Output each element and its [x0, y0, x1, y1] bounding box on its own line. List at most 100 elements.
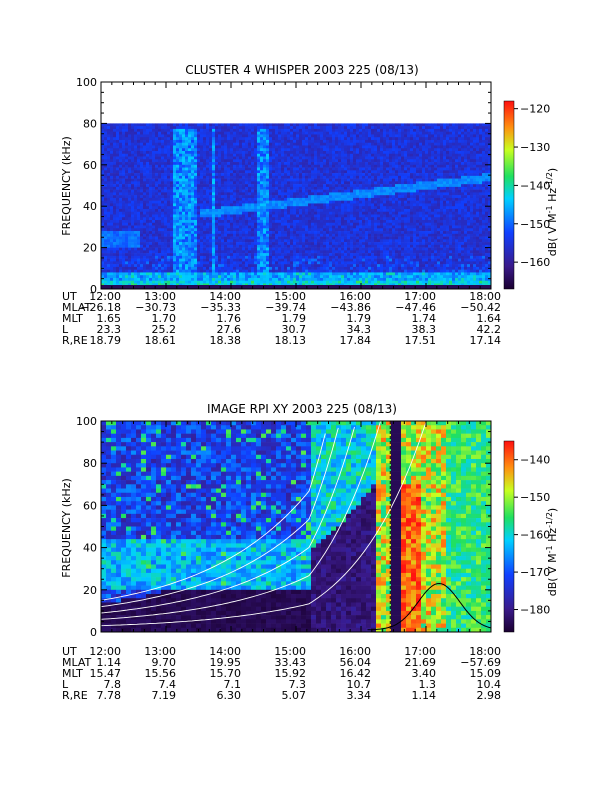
cluster-cell [215, 137, 219, 141]
cluster-cell [347, 126, 351, 130]
cluster-cell [146, 236, 150, 240]
cluster-cell [188, 139, 192, 144]
cluster-cell [212, 181, 216, 185]
cluster-cell [236, 145, 240, 149]
cluster-cell [314, 231, 318, 235]
cluster-cell [332, 184, 336, 188]
cluster-cell [200, 200, 204, 204]
cluster-cell [302, 264, 306, 268]
cluster-cell [242, 220, 246, 224]
cluster-cell [107, 139, 111, 144]
cluster-cell [302, 242, 306, 246]
cluster-cell [134, 264, 138, 268]
cluster-cell [281, 159, 285, 163]
cluster-cell [287, 170, 291, 174]
cluster-cell [191, 131, 195, 135]
cluster-cell [251, 255, 255, 259]
cluster-cell [146, 247, 150, 251]
cluster-cell [170, 126, 174, 130]
cluster-cell [173, 195, 177, 199]
cluster-cell [200, 195, 204, 199]
cluster-cell [302, 170, 306, 174]
cluster-cell [173, 211, 177, 215]
cluster-cell [278, 228, 282, 232]
cluster-cell [140, 233, 144, 237]
cluster-cell [329, 167, 333, 171]
cluster-cell [245, 145, 249, 149]
cluster-cell [233, 272, 237, 276]
cluster-cell [347, 244, 351, 248]
cluster-cell [182, 167, 186, 171]
cluster-cell [251, 148, 255, 152]
cluster-cell [131, 217, 135, 221]
cluster-cell [104, 184, 108, 188]
cluster-cell [164, 173, 168, 177]
cluster-cell [164, 231, 168, 235]
cluster-cell [101, 178, 105, 182]
cluster-cell [170, 250, 174, 254]
cluster-cell [212, 233, 216, 237]
cluster-cell [146, 239, 150, 243]
cluster-cell [194, 173, 198, 177]
cluster-cell [317, 164, 321, 168]
cluster-cell [290, 220, 294, 224]
cluster-cell [107, 275, 111, 279]
cluster-cell [227, 253, 231, 257]
cluster-cell [143, 200, 147, 204]
cluster-cell [317, 137, 321, 141]
cluster-cell [338, 164, 342, 168]
cluster-cell [197, 195, 201, 199]
cluster-cell [146, 192, 150, 196]
cluster-cell [215, 139, 219, 144]
cluster-cell [341, 197, 345, 201]
cluster-cell [125, 145, 129, 149]
cluster-cell [110, 184, 114, 188]
cluster-cell [308, 123, 312, 127]
cluster-cell [311, 266, 315, 270]
cluster-cell [158, 167, 162, 171]
cluster-cell [308, 137, 312, 141]
cluster-cell [314, 175, 318, 179]
cluster-cell [251, 189, 255, 193]
cluster-cell [191, 231, 195, 235]
cluster-cell [221, 170, 225, 174]
cluster-cell [224, 233, 228, 237]
cluster-cell [239, 239, 243, 243]
cluster-cell [308, 264, 312, 268]
cluster-cell [251, 250, 255, 254]
cluster-cell [323, 189, 327, 193]
cluster-cell [344, 231, 348, 235]
cluster-cell [179, 214, 183, 218]
cluster-cell [329, 175, 333, 179]
cluster-cell [239, 192, 243, 196]
cluster-cell [254, 162, 258, 166]
cluster-cell [227, 173, 231, 177]
cluster-cell [275, 244, 279, 248]
cluster-cell [113, 220, 117, 224]
cluster-cell [131, 275, 135, 279]
cluster-cell [272, 280, 276, 284]
cluster-cell [347, 255, 351, 259]
cluster-cell [320, 148, 324, 152]
cluster-cell [248, 258, 252, 262]
cluster-cell [281, 173, 285, 177]
cluster-cell [278, 220, 282, 224]
cluster-cell [344, 208, 348, 213]
cluster-cell [185, 236, 189, 240]
cluster-cell [311, 277, 315, 282]
cluster-cell [164, 222, 168, 226]
cluster-cell [209, 200, 213, 204]
cluster-cell [149, 217, 153, 221]
cluster-cell [152, 214, 156, 218]
cluster-cell [122, 173, 126, 177]
cluster-cell [188, 162, 192, 166]
cluster-cell [179, 184, 183, 188]
cluster-cell [317, 200, 321, 204]
cluster-cell [242, 214, 246, 218]
cluster-cell [326, 184, 330, 188]
cluster-title: CLUSTER 4 WHISPER 2003 225 (08/13) [185, 63, 418, 77]
cluster-cell [194, 175, 198, 179]
cluster-cell [221, 233, 225, 237]
cluster-cell [209, 272, 213, 276]
cluster-cell [110, 142, 114, 146]
